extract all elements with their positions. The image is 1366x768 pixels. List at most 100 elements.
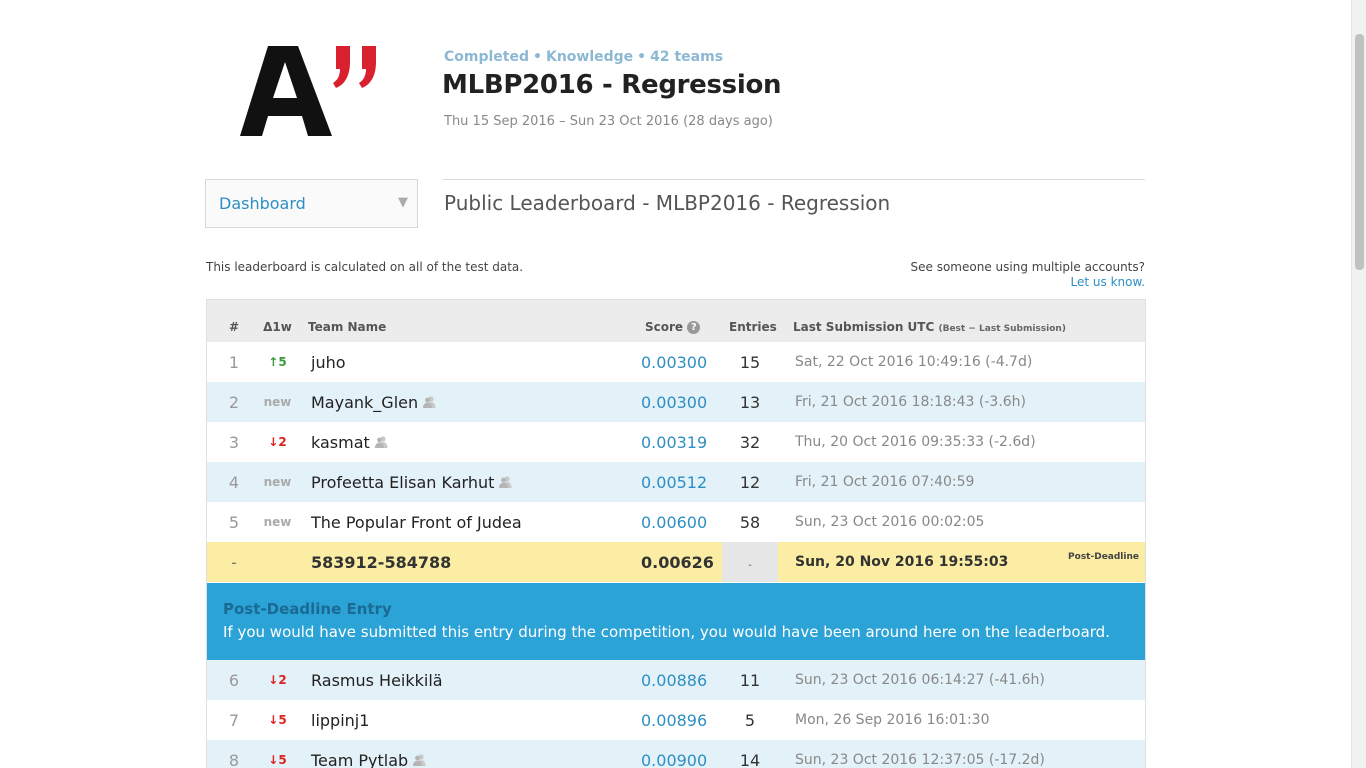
rank-change: new: [263, 515, 292, 529]
entries: 14: [739, 751, 761, 768]
col-delta: Δ1w: [263, 320, 292, 334]
last-submission: Sun, 23 Oct 2016 12:37:05 (-17.2d): [795, 752, 1045, 768]
last-submission: Mon, 26 Sep 2016 16:01:30: [795, 712, 990, 728]
table-row: 2 new Mayank_Glen 0.00300 13 Fri, 21 Oct 2016…: [207, 382, 1145, 422]
rank-change: ↓5: [268, 753, 287, 767]
calculation-note: This leaderboard is calculated on all of…: [206, 260, 524, 274]
entries: 15: [739, 353, 761, 372]
dashboard-dropdown[interactable]: Dashboard ▼: [205, 179, 418, 228]
team-cell[interactable]: kasmat: [311, 433, 388, 452]
banner-text: If you would have submitted this entry d…: [223, 623, 1110, 641]
team-cell[interactable]: lippinj1: [311, 711, 369, 730]
team-cell[interactable]: Team Pytlab: [311, 751, 426, 768]
team-members-icon[interactable]: [374, 435, 388, 449]
entries: 32: [739, 433, 761, 452]
entries: 13: [739, 393, 761, 412]
page-title: MLBP2016 - Regression: [442, 70, 782, 100]
entries: -: [722, 542, 778, 582]
rank: 4: [228, 473, 240, 492]
scrollbar[interactable]: [1351, 0, 1366, 768]
table-row: 6 ↓2 Rasmus Heikkilä 0.00886 11 Sun, 23 Oct 2…: [207, 660, 1145, 700]
last-submission: Sat, 22 Oct 2016 10:49:16 (-4.7d): [795, 354, 1033, 370]
report-link[interactable]: Let us know.: [1070, 275, 1145, 289]
post-deadline-badge: Post-Deadline: [1068, 552, 1139, 562]
table-header: # Δ1w Team Name Score ? Entries Last Sub…: [207, 300, 1145, 342]
rank: 5: [228, 513, 240, 532]
rank-change: new: [263, 395, 292, 409]
team-cell[interactable]: Rasmus Heikkilä: [311, 671, 443, 690]
team-members-icon[interactable]: [498, 475, 512, 489]
competition-dates: Thu 15 Sep 2016 – Sun 23 Oct 2016 (28 da…: [444, 114, 773, 129]
col-team[interactable]: Team Name: [308, 320, 387, 334]
competition-meta: Completed • Knowledge • 42 teams: [444, 49, 724, 65]
entries: 11: [739, 671, 761, 690]
rank-change: ↓2: [268, 435, 287, 449]
team-cell[interactable]: Profeetta Elisan Karhut: [311, 473, 512, 492]
table-row: 1 ↑5 juho 0.00300 15 Sat, 22 Oct 2016 10:49:1…: [207, 342, 1145, 382]
rank: 1: [228, 353, 240, 372]
team-members-icon[interactable]: [412, 753, 426, 767]
score[interactable]: 0.00319: [641, 433, 708, 452]
rank-change: ↑5: [268, 355, 287, 369]
leaderboard-title: Public Leaderboard - MLBP2016 - Regressi…: [444, 191, 891, 215]
score[interactable]: 0.00896: [641, 711, 708, 730]
rows-top: 1 ↑5 juho 0.00300 15 Sat, 22 Oct 2016 10:49:1…: [207, 342, 1145, 542]
team-cell[interactable]: Mayank_Glen: [311, 393, 436, 412]
score[interactable]: 0.00300: [641, 353, 708, 372]
team-name[interactable]: kasmat: [311, 433, 370, 452]
last-submission: Fri, 21 Oct 2016 07:40:59: [795, 474, 975, 490]
help-icon[interactable]: ?: [687, 321, 701, 334]
score[interactable]: 0.00512: [641, 473, 708, 492]
rank: 8: [228, 751, 240, 768]
table-row: 5 new The Popular Front of Judea 0.00600 58 S…: [207, 502, 1145, 542]
team-name[interactable]: Profeetta Elisan Karhut: [311, 473, 495, 492]
team-name[interactable]: lippinj1: [311, 711, 370, 730]
team-members-icon[interactable]: [422, 395, 436, 409]
team-name[interactable]: The Popular Front of Judea: [311, 513, 522, 532]
banner-title: Post-Deadline Entry: [223, 600, 392, 618]
chevron-down-icon: ▼: [398, 195, 408, 210]
col-entries[interactable]: Entries: [729, 320, 777, 334]
post-deadline-banner: Post-Deadline Entry If you would have su…: [207, 582, 1145, 660]
scrollbar-thumb[interactable]: [1355, 34, 1364, 270]
last-submission: Fri, 21 Oct 2016 18:18:43 (-3.6h): [795, 394, 1027, 410]
score[interactable]: 0.00300: [641, 393, 708, 412]
col-last-submission[interactable]: Last Submission UTC (Best − Last Submiss…: [793, 320, 1066, 334]
rank: 6: [228, 671, 240, 690]
status-label: Completed: [444, 49, 530, 65]
col-last-note: (Best − Last Submission): [938, 324, 1066, 334]
dashboard-label: Dashboard: [219, 194, 306, 213]
multiple-accounts-note: See someone using multiple accounts? Let…: [911, 260, 1145, 290]
score[interactable]: 0.00600: [641, 513, 708, 532]
team-name[interactable]: Team Pytlab: [311, 751, 409, 768]
multiple-accounts-question: See someone using multiple accounts?: [910, 260, 1145, 274]
last-submission: Thu, 20 Oct 2016 09:35:33 (-2.6d): [795, 434, 1036, 450]
team-name[interactable]: juho: [311, 353, 346, 372]
leaderboard-table: # Δ1w Team Name Score ? Entries Last Sub…: [206, 299, 1146, 768]
rows-bottom: 6 ↓2 Rasmus Heikkilä 0.00886 11 Sun, 23 Oct 2…: [207, 660, 1145, 768]
team-cell[interactable]: juho: [311, 353, 346, 372]
col-last-label: Last Submission UTC: [793, 320, 935, 334]
team-name[interactable]: Mayank_Glen: [311, 393, 419, 412]
rank-change: ↓5: [268, 713, 287, 727]
divider: [443, 179, 1145, 180]
team-cell[interactable]: The Popular Front of Judea: [311, 513, 522, 532]
entries: 12: [739, 473, 761, 492]
rank-change: ↓2: [268, 673, 287, 687]
table-row: 8 ↓5 Team Pytlab 0.00900 14 Sun, 23 Oct 2016 …: [207, 740, 1145, 768]
teams-count: 42 teams: [650, 49, 724, 65]
col-rank: #: [228, 320, 240, 334]
col-score[interactable]: Score ?: [645, 320, 701, 334]
competition-logo: [240, 42, 382, 138]
score: 0.00626: [641, 553, 714, 572]
table-row: 4 new Profeetta Elisan Karhut 0.00512 12 Fri,…: [207, 462, 1145, 502]
last-submission: Sun, 20 Nov 2016 19:55:03: [795, 554, 1009, 570]
rank: 3: [228, 433, 240, 452]
table-row: 7 ↓5 lippinj1 0.00896 5 Mon, 26 Sep 2016 16:0…: [207, 700, 1145, 740]
team-name[interactable]: Rasmus Heikkilä: [311, 671, 443, 690]
post-deadline-row: - 583912-584788 0.00626 - Sun, 20 Nov 20…: [207, 542, 1145, 582]
score[interactable]: 0.00900: [641, 751, 708, 768]
col-score-label: Score: [645, 320, 684, 334]
team-name: 583912-584788: [311, 553, 452, 572]
score[interactable]: 0.00886: [641, 671, 708, 690]
